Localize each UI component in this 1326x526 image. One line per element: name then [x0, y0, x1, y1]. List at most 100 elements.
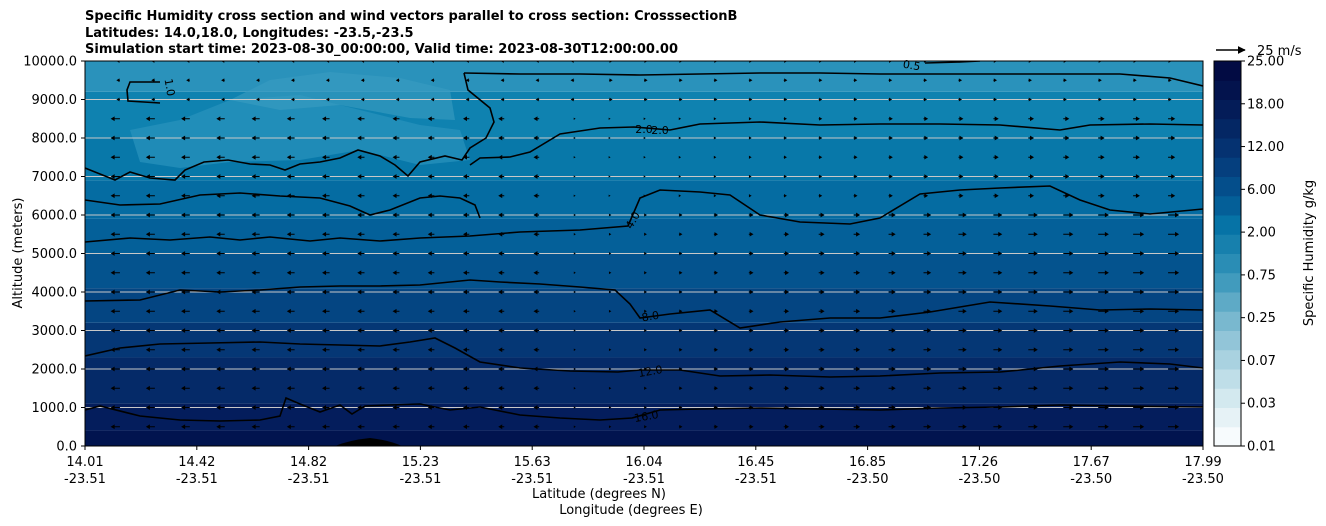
wind-arrow — [748, 194, 752, 198]
wind-arrow — [325, 97, 330, 102]
wind-arrow — [644, 386, 647, 390]
colorbar-segment — [1214, 369, 1241, 389]
x-tick-label-lat: 17.99 — [1184, 455, 1221, 470]
colorbar-segment — [1214, 99, 1241, 120]
title-line-1: Specific Humidity cross section and wind… — [85, 9, 738, 24]
wind-arrow — [430, 78, 434, 83]
colorbar-segment — [1214, 407, 1241, 428]
x-tick-label-lon: -23.51 — [511, 472, 553, 487]
colorbar-segment — [1214, 292, 1241, 312]
wind-arrow — [644, 309, 647, 313]
wind-arrow — [573, 213, 576, 217]
wind-arrow — [1203, 59, 1206, 63]
colorbar-label: Specific Humidity g/kg — [1302, 180, 1317, 326]
wind-arrow — [573, 117, 576, 120]
colorbar-segment — [1214, 388, 1241, 408]
wind-arrow — [608, 386, 612, 390]
wind-arrow — [608, 406, 612, 409]
wind-arrow — [256, 97, 260, 102]
wind-arrow — [679, 367, 683, 371]
wind-arrow — [643, 117, 646, 120]
contour-line-4.0 — [85, 185, 1203, 243]
wind-arrow — [678, 117, 682, 121]
contour-line-2.0-left — [85, 72, 495, 181]
wind-arrow — [678, 175, 682, 178]
colorbar-segment — [1214, 118, 1241, 139]
x-tick-label-lon: -23.50 — [847, 472, 889, 487]
wind-arrow — [573, 233, 576, 236]
wind-arrow — [748, 136, 752, 140]
wind-arrow — [608, 156, 611, 159]
x-tick-label-lat: 14.01 — [66, 455, 103, 470]
wind-arrow — [75, 232, 79, 237]
wind-arrow — [291, 97, 295, 102]
contour-labels: 1.0 2.0 2.0 4.0 8.0 12.0 16.0 0.5 — [162, 58, 922, 425]
wind-arrow — [679, 405, 683, 410]
wind-arrow — [116, 78, 120, 83]
wind-arrow — [678, 155, 682, 159]
y-axis-label: Altitude (meters) — [11, 198, 26, 309]
wind-arrow — [643, 156, 646, 159]
wind-arrow — [643, 175, 646, 178]
contour-line-4.0-upper — [85, 192, 481, 219]
colorbar-segment — [1214, 138, 1241, 158]
wind-arrow — [1206, 155, 1210, 160]
wind-arrow — [75, 155, 79, 160]
contour-label-2.0-a: 2.0 — [635, 123, 653, 136]
wind-arrow — [679, 328, 683, 333]
colorbar: 0.01 0.03 0.07 0.25 0.75 2.00 6.00 12.00 18.00 25… — [1213, 55, 1284, 455]
contour-label-2.0-b: 2.0 — [651, 124, 669, 137]
colorbar-tick-label: 25.00 — [1247, 55, 1284, 70]
wind-arrow — [1210, 424, 1214, 429]
wind-arrow — [573, 425, 576, 428]
dry-patch — [230, 72, 455, 120]
colorbar-segment — [1214, 215, 1241, 235]
wind-arrow — [644, 405, 647, 410]
y-tick-label: 10000.0 — [23, 55, 77, 70]
chart-title: Specific Humidity cross section and wind… — [85, 9, 737, 59]
wind-arrow — [1210, 386, 1214, 391]
wind-arrow — [644, 271, 647, 275]
wind-arrow — [608, 232, 612, 236]
wind-arrow — [430, 97, 434, 102]
grid-lines — [85, 99, 1203, 408]
wind-arrow — [1210, 213, 1214, 218]
x-tick-label-lat: 14.42 — [178, 455, 215, 470]
x-axis-label-latitude: Latitude (degrees N) — [532, 487, 666, 502]
humidity-filled-contours — [85, 61, 1203, 446]
contour-line-16.0 — [85, 396, 1203, 422]
wind-arrow — [678, 194, 682, 198]
wind-arrow — [1210, 367, 1214, 372]
humidity-band — [85, 61, 1203, 92]
wind-arrow — [500, 97, 504, 102]
wind-arrow — [291, 78, 295, 83]
colorbar-tick-label: 18.00 — [1247, 97, 1284, 112]
wind-arrow — [608, 271, 612, 275]
colorbar-segment — [1214, 176, 1241, 197]
contour-line-8.0 — [85, 279, 1203, 329]
wind-arrow — [1206, 116, 1210, 121]
wind-arrow — [1206, 136, 1210, 141]
contour-line-12.0 — [85, 337, 1203, 378]
wind-arrow — [1210, 405, 1214, 410]
wind-arrow — [116, 97, 120, 102]
wind-arrow — [644, 348, 647, 352]
x-tick-label-lon: -23.51 — [735, 472, 777, 487]
x-tick-label-lat: 16.45 — [737, 455, 774, 470]
wind-arrow — [81, 78, 84, 82]
wind-arrow — [784, 117, 787, 121]
wind-arrow — [465, 97, 469, 102]
wind-arrow — [573, 156, 576, 159]
wind-arrow — [644, 251, 647, 256]
wind-arrow — [360, 97, 365, 102]
wind-arrow — [679, 290, 683, 294]
wind-arrow — [713, 175, 717, 178]
wind-arrow — [573, 329, 576, 332]
x-tick-label-lon: -23.51 — [64, 472, 106, 487]
contour-lines — [85, 61, 1203, 422]
wind-arrow — [1210, 309, 1214, 314]
wind-arrow — [256, 78, 260, 83]
wind-arrow — [1203, 98, 1206, 102]
wind-arrow — [500, 78, 504, 83]
